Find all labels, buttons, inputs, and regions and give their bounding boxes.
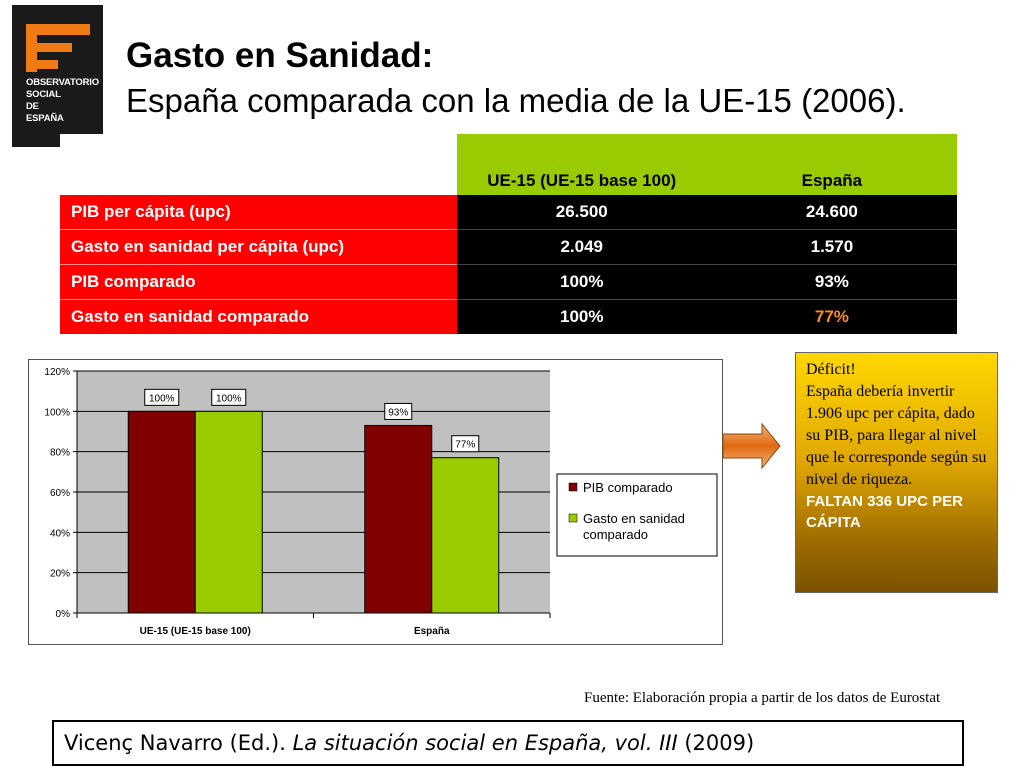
logo-bar-top: [26, 24, 90, 35]
bar: [431, 457, 500, 614]
bar: [127, 410, 196, 614]
y-tick-label: 100%: [44, 407, 70, 418]
deficit-title: Déficit!: [806, 361, 856, 378]
bar-chart: 0% 20% 40% 60% 80% 100% 120% 100% 100% UE-15 (UE-…: [28, 359, 723, 645]
table-row: Gasto en sanidad per cápita (upc) 2.049 …: [60, 229, 957, 265]
row-label: Gasto en sanidad per cápita (upc): [60, 229, 457, 265]
cell-ue15: 100%: [456, 264, 707, 300]
table-header-ue15: UE-15 (UE-15 base 100): [456, 134, 707, 195]
data-label-box: [451, 435, 480, 453]
y-tick-label: 120%: [44, 367, 70, 378]
data-label-box: [384, 402, 413, 420]
citation-work: La situación social en España, vol. III: [292, 731, 678, 755]
comparison-table: UE-15 (UE-15 base 100) España PIB per cá…: [60, 134, 957, 334]
data-label: 100%: [149, 393, 175, 404]
y-tick-label: 0%: [56, 609, 71, 620]
row-label: PIB comparado: [60, 264, 457, 300]
data-label-box: [144, 388, 180, 406]
logo-text: OBSERVATORIO SOCIAL DE ESPAÑA: [26, 77, 99, 125]
x-tick-label: España: [414, 626, 450, 637]
legend-swatch: [568, 513, 578, 523]
cell-ue15: 100%: [456, 299, 707, 334]
logo-bar-middle: [26, 43, 72, 52]
y-tick-label: 60%: [50, 488, 70, 499]
bar: [194, 410, 263, 614]
data-label: 93%: [388, 407, 408, 418]
cell-ue15: 26.500: [456, 195, 707, 230]
cell-espana: 93%: [706, 264, 957, 300]
citation: Vicenç Navarro (Ed.). La situación socia…: [52, 720, 964, 766]
y-tick-label: 80%: [50, 448, 70, 459]
table-header-espana: España: [706, 134, 957, 195]
table-corner: [60, 134, 457, 195]
logo-line: DE: [26, 101, 39, 112]
table-row: PIB per cápita (upc) 26.500 24.600: [60, 195, 957, 230]
page-subtitle: España comparada con la media de la UE-1…: [126, 82, 906, 119]
row-label: Gasto en sanidad comparado: [60, 299, 457, 334]
legend-label: comparado: [583, 527, 648, 542]
cell-espana: 24.600: [706, 195, 957, 230]
row-label: PIB per cápita (upc): [60, 195, 457, 230]
data-label: 100%: [216, 393, 242, 404]
y-tick-label: 40%: [50, 528, 70, 539]
logo-line: ESPAÑA: [26, 113, 64, 124]
table-row: Gasto en sanidad comparado 100% 77%: [60, 299, 957, 334]
legend-box: [556, 473, 718, 557]
cell-ue15: 2.049: [456, 229, 707, 265]
arrow-right-icon: [722, 423, 781, 469]
cell-espana-highlight: 77%: [706, 299, 957, 334]
bar: [364, 424, 433, 614]
citation-author: Vicenç Navarro (Ed.).: [64, 731, 293, 755]
deficit-highlight: FALTAN 336 UPC PER CÁPITA: [806, 493, 963, 531]
cell-espana: 1.570: [706, 229, 957, 265]
page-title: Gasto en Sanidad:: [126, 36, 434, 75]
legend-label: PIB comparado: [583, 480, 673, 495]
x-tick-label: UE-15 (UE-15 base 100): [140, 626, 251, 637]
deficit-text: España debería invertir 1.906 upc per cá…: [806, 383, 987, 488]
legend-label: Gasto en sanidad: [583, 511, 685, 526]
logo-line: OBSERVATORIO: [26, 77, 99, 88]
data-label-box: [211, 388, 247, 406]
table-row: PIB comparado 100% 93%: [60, 264, 957, 300]
observatorio-logo: OBSERVATORIO SOCIAL DE ESPAÑA: [12, 5, 103, 147]
table-header-row: UE-15 (UE-15 base 100) España: [60, 134, 957, 195]
y-tick-label: 20%: [50, 569, 70, 580]
logo-line: SOCIAL: [26, 89, 61, 100]
chart-canvas: 0% 20% 40% 60% 80% 100% 120% 100% 100% UE-15 (UE-…: [44, 367, 718, 637]
data-label: 77%: [455, 440, 475, 451]
logo-bar-low: [26, 60, 58, 69]
citation-year: (2009): [677, 731, 755, 755]
deficit-callout: Déficit! España debería invertir 1.906 u…: [795, 352, 998, 593]
legend-swatch: [568, 482, 578, 492]
source-note: Fuente: Elaboración propia a partir de l…: [584, 690, 941, 706]
